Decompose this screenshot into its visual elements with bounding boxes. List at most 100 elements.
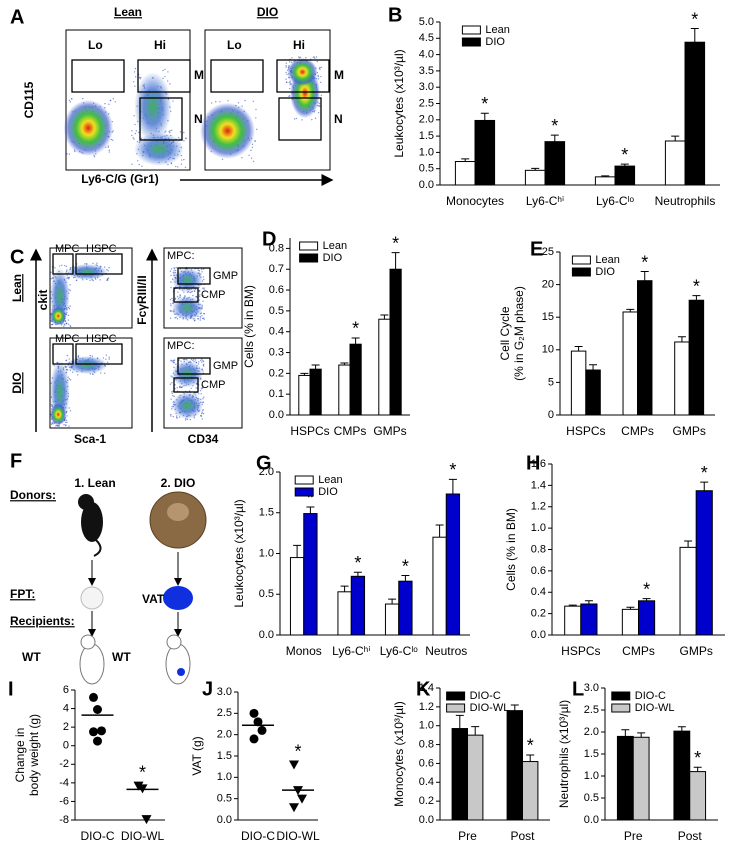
flow-event xyxy=(66,322,68,324)
flow-event xyxy=(192,359,194,362)
flow-event xyxy=(190,358,193,361)
flow-event xyxy=(318,105,320,107)
flow-event xyxy=(68,99,71,102)
flow-event xyxy=(194,318,196,320)
flow-event xyxy=(138,76,141,79)
y-tick-label: 4.5 xyxy=(419,32,434,44)
flow-event xyxy=(202,300,204,302)
error-bar xyxy=(568,604,577,607)
panel-letter: I xyxy=(8,678,14,700)
y-tick-label: 0.5 xyxy=(419,163,434,175)
flow-event xyxy=(71,97,73,100)
data-point xyxy=(249,734,259,744)
flow-event xyxy=(173,268,176,270)
flow-event xyxy=(65,419,68,421)
flow-event xyxy=(172,100,174,102)
bar xyxy=(445,493,461,636)
flow-event xyxy=(92,279,94,282)
flow-event xyxy=(317,74,319,77)
x-tick-label: Neutrophils xyxy=(655,194,716,208)
flow-event xyxy=(198,289,200,292)
flow-event xyxy=(171,360,174,362)
y-tick-label: 0.0 xyxy=(419,814,434,826)
flow-density xyxy=(63,100,114,156)
flow-event xyxy=(198,393,200,395)
flow-event xyxy=(182,358,185,361)
flow-event xyxy=(314,57,316,59)
flow-event xyxy=(195,296,198,298)
flow-event xyxy=(175,363,177,365)
x-tick-label: Post xyxy=(678,829,703,843)
significance: * xyxy=(643,579,650,599)
row-label: Lean xyxy=(10,274,24,302)
significance: * xyxy=(352,319,359,339)
bar xyxy=(350,575,366,636)
y-tick-label: 0.6 xyxy=(269,284,284,296)
flow-event xyxy=(203,365,205,367)
y-tick-label: 0.0 xyxy=(259,629,274,641)
bar xyxy=(384,603,400,636)
y-tick-label: 0.6 xyxy=(531,565,546,577)
flow-event xyxy=(256,128,258,131)
y-tick-label: 0.6 xyxy=(419,757,434,769)
data-point xyxy=(253,717,263,727)
flow-event xyxy=(318,102,321,105)
flow-event xyxy=(56,425,59,427)
flow-event xyxy=(305,56,307,59)
flow-event xyxy=(250,149,252,152)
flow-event xyxy=(133,71,136,73)
data-point xyxy=(289,760,299,770)
flow-event xyxy=(189,291,191,294)
flow-event xyxy=(180,386,182,389)
y-tick-label: 4.0 xyxy=(419,49,434,61)
flow-event xyxy=(173,359,176,361)
y-axis-label: body weight (g) xyxy=(27,714,41,796)
flow-event xyxy=(179,385,181,388)
flow-event xyxy=(170,274,172,277)
flow-event xyxy=(132,81,135,83)
row-label: DIO xyxy=(10,372,24,393)
y-tick-label: 5.0 xyxy=(419,16,434,28)
y-tick-label: 0.2 xyxy=(531,608,546,620)
x-tick-label: HSPCs xyxy=(290,424,329,438)
flow-event xyxy=(183,140,185,142)
flow-event xyxy=(199,359,202,362)
x-tick-label: Post xyxy=(510,829,535,843)
error-bar xyxy=(671,135,680,141)
flow-event xyxy=(66,415,68,417)
flow-event xyxy=(317,111,320,114)
y-tick-label: 20 xyxy=(542,279,554,291)
flow-event xyxy=(241,105,243,107)
flow-event xyxy=(69,305,71,307)
error-bar xyxy=(692,295,701,301)
flow-event xyxy=(104,102,106,105)
data-point xyxy=(89,692,98,702)
flow-density xyxy=(134,72,172,142)
flow-event xyxy=(215,101,217,103)
error-bar xyxy=(510,704,519,711)
flow-event xyxy=(202,401,205,404)
gate-label: Hi xyxy=(293,38,305,52)
error-bar xyxy=(340,585,349,592)
flow-event xyxy=(227,100,229,102)
flow-event xyxy=(67,314,70,317)
flow-event xyxy=(174,384,176,386)
flow-event xyxy=(244,99,246,102)
flow-event xyxy=(177,136,180,139)
legend-label: DIO-WL xyxy=(635,702,675,714)
flow-event xyxy=(293,118,296,120)
y-tick-label: 0.0 xyxy=(217,814,232,826)
bar xyxy=(695,490,713,636)
y-tick-label: 2.0 xyxy=(217,729,232,741)
data-point xyxy=(249,708,259,718)
flow-event xyxy=(202,413,205,415)
y-tick-label: -6 xyxy=(59,795,69,807)
y-tick-label: 1.2 xyxy=(531,501,546,513)
flow-event xyxy=(104,266,106,268)
x-tick-label: DIO-C xyxy=(81,829,115,843)
y-tick-label: 1.4 xyxy=(531,479,546,491)
significance: * xyxy=(139,762,146,782)
bar xyxy=(398,580,413,636)
flow-event xyxy=(170,281,172,283)
gate xyxy=(137,59,191,93)
